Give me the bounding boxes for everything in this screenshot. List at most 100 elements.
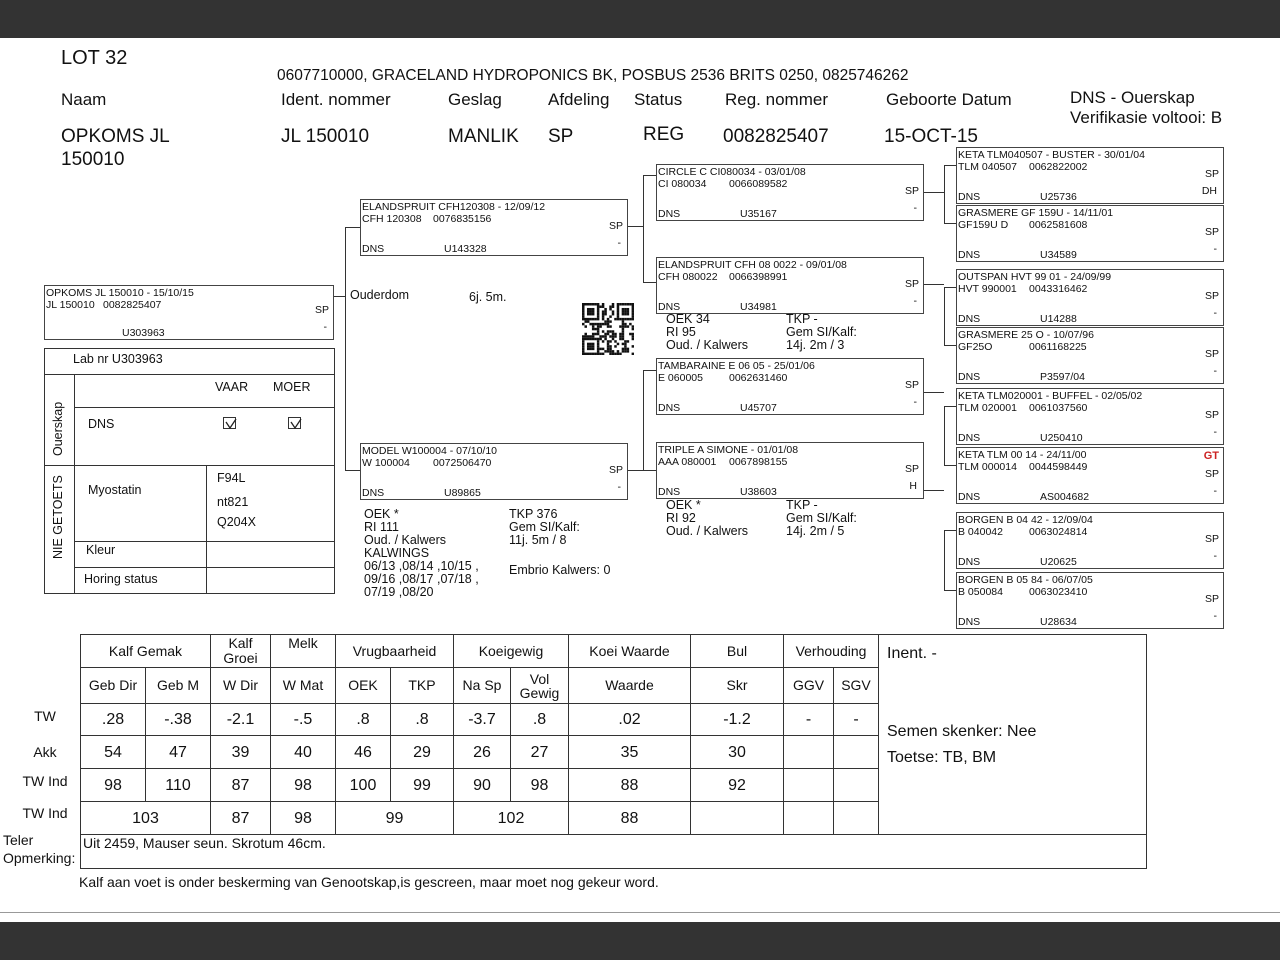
grid-line <box>45 465 335 466</box>
footer-note: Kalf aan voet is onder beskerming van Ge… <box>79 874 659 890</box>
ebv-value-cell: - <box>833 703 879 736</box>
stat-line: 14j. 2m / 3 <box>786 338 845 352</box>
animal-name: BORGEN B 04 42 - 12/09/04 <box>958 514 1093 526</box>
ident: CI 080034 <box>658 178 707 190</box>
column-header: Waarde <box>568 667 691 704</box>
breed: SP <box>1204 168 1219 180</box>
myo-nt821: nt821 <box>217 495 249 509</box>
ebv-value-cell: 39 <box>210 735 271 769</box>
pedigree-box-subject: OPKOMS JL 150010 - 15/10/15 JL 150010 0082… <box>44 285 334 340</box>
myo-q204x: Q204X <box>217 515 256 529</box>
group-index-cell <box>690 801 784 835</box>
grid-line <box>74 407 335 408</box>
dns-code: U143328 <box>444 243 487 255</box>
breed: SP <box>608 220 623 232</box>
pedigree-box-dds: BORGEN B 04 42 - 12/09/04 B 040042 0063024… <box>956 512 1224 569</box>
vaar-checkbox[interactable] <box>223 417 237 430</box>
connector-line <box>944 406 945 465</box>
breed: SP <box>314 304 329 316</box>
animal-name: GRASMERE GF 159U - 14/11/01 <box>958 207 1114 219</box>
column-header: W Mat <box>270 667 336 704</box>
group-index-cell: 103 <box>80 801 211 835</box>
group-kalf-gemak: Kalf Gemak <box>80 634 211 668</box>
column-header: OEK <box>335 667 391 704</box>
lab-results-panel: Lab nr U303963 VAAR MOER DNS Ouerskap NI… <box>44 348 335 594</box>
ebv-value-cell: 40 <box>270 735 336 769</box>
group-koeigewig: Koeigewig <box>453 634 569 668</box>
flag: - <box>913 202 918 214</box>
connector-line <box>944 287 945 345</box>
lab-nr: Lab nr U303963 <box>73 352 163 366</box>
teler-opmerking: Uit 2459, Mauser seun. Skrotum 46cm. <box>80 834 1147 869</box>
grid-line <box>74 541 335 542</box>
stat-line: TKP - <box>786 312 818 326</box>
value-naam: OPKOMS JL <box>61 126 170 147</box>
value-reg: 0082825407 <box>723 126 829 147</box>
column-header: Vol Gewig <box>510 667 569 704</box>
flag: - <box>1213 365 1218 377</box>
ebv-value-cell: 26 <box>453 735 511 769</box>
ebv-value-cell: 87 <box>210 768 271 802</box>
stat-line: Embrio Kalwers: 0 <box>509 563 611 577</box>
dns-label: DNS <box>362 243 385 255</box>
column-header: Skr <box>690 667 784 704</box>
connector-line <box>643 175 644 283</box>
pedigree-box-ssd: GRASMERE GF 159U - 14/11/01 GF159U D 00625… <box>956 205 1224 262</box>
ident: W 100004 <box>362 457 410 469</box>
column-header: W Dir <box>210 667 271 704</box>
stat-line: 11j. 5m / 8 <box>509 533 567 547</box>
group-kalf-groei: Kalf Groei <box>210 634 271 668</box>
reg-number: 0044598449 <box>1029 461 1088 473</box>
reg-number: 0062581608 <box>1029 219 1088 231</box>
ident: CFH 080022 <box>658 271 718 283</box>
ebv-value-cell: .02 <box>568 703 691 736</box>
reg-number: 0076835156 <box>433 213 492 225</box>
reg-number: 0062631460 <box>729 372 788 384</box>
reg-number: 0061037560 <box>1029 402 1088 414</box>
dns-code: P3597/04 <box>1040 371 1085 383</box>
myo-f94l: F94L <box>217 471 246 485</box>
breed: SP <box>1204 409 1219 421</box>
flag: - <box>323 321 328 333</box>
grid-line <box>45 374 335 375</box>
ident: TLM 020001 <box>958 402 1017 414</box>
flag: - <box>1213 550 1218 562</box>
stats-dd-right: TKP - Gem SI/Kalf: 14j. 2m / 5 <box>786 499 857 538</box>
grid-line <box>206 465 207 594</box>
ebv-value-cell: .8 <box>335 703 391 736</box>
ident: CFH 120308 <box>362 213 422 225</box>
value-geslag: MANLIK <box>448 126 519 147</box>
group-index-cell: 99 <box>335 801 454 835</box>
value-status: REG <box>643 124 685 145</box>
connector-line <box>944 406 956 407</box>
label-geslag: Geslag <box>448 90 502 109</box>
ebv-value-cell: -2.1 <box>210 703 271 736</box>
pedigree-box-sire: ELANDSPRUIT CFH120308 - 12/09/12 CFH 1203… <box>360 199 628 256</box>
ebv-value-cell: -3.7 <box>453 703 511 736</box>
label-geboorte: Geboorte Datum <box>886 90 1012 109</box>
animal-name: ELANDSPRUIT CFH 08 0022 - 09/01/08 <box>658 259 847 271</box>
remark-label-1: Teler <box>3 832 34 848</box>
flag: - <box>913 295 918 307</box>
connector-line <box>944 530 956 531</box>
pedigree-box-dsd: KETA TLM 00 14 - 24/11/00 TLM 000014 00445… <box>956 447 1224 504</box>
dns-label: DNS <box>958 191 981 203</box>
pedigree-box-ss: CIRCLE C CI080034 - 03/01/08 CI 080034 006… <box>656 164 924 221</box>
moer-checkbox[interactable] <box>288 417 302 430</box>
pedigree-box-sdd: GRASMERE 25 O - 10/07/96 GF25O 0061168225 D… <box>956 327 1224 384</box>
label-naam: Naam <box>61 90 107 109</box>
dns-label: DNS <box>958 249 981 261</box>
dns-label: DNS <box>958 556 981 568</box>
ebv-value-cell: 88 <box>568 768 691 802</box>
qr-code <box>582 303 634 355</box>
connector-line <box>643 470 656 471</box>
dns-code: U25736 <box>1040 191 1077 203</box>
connector-line <box>944 165 956 166</box>
ident: TLM 040507 <box>958 161 1017 173</box>
animal-name: TAMBARAINE E 06 05 - 25/01/06 <box>658 360 815 372</box>
column-header: TKP <box>390 667 454 704</box>
dns-label: DNS <box>958 491 981 503</box>
group-index-cell <box>833 801 879 835</box>
connector-line <box>944 345 956 346</box>
connector-line <box>924 284 944 285</box>
